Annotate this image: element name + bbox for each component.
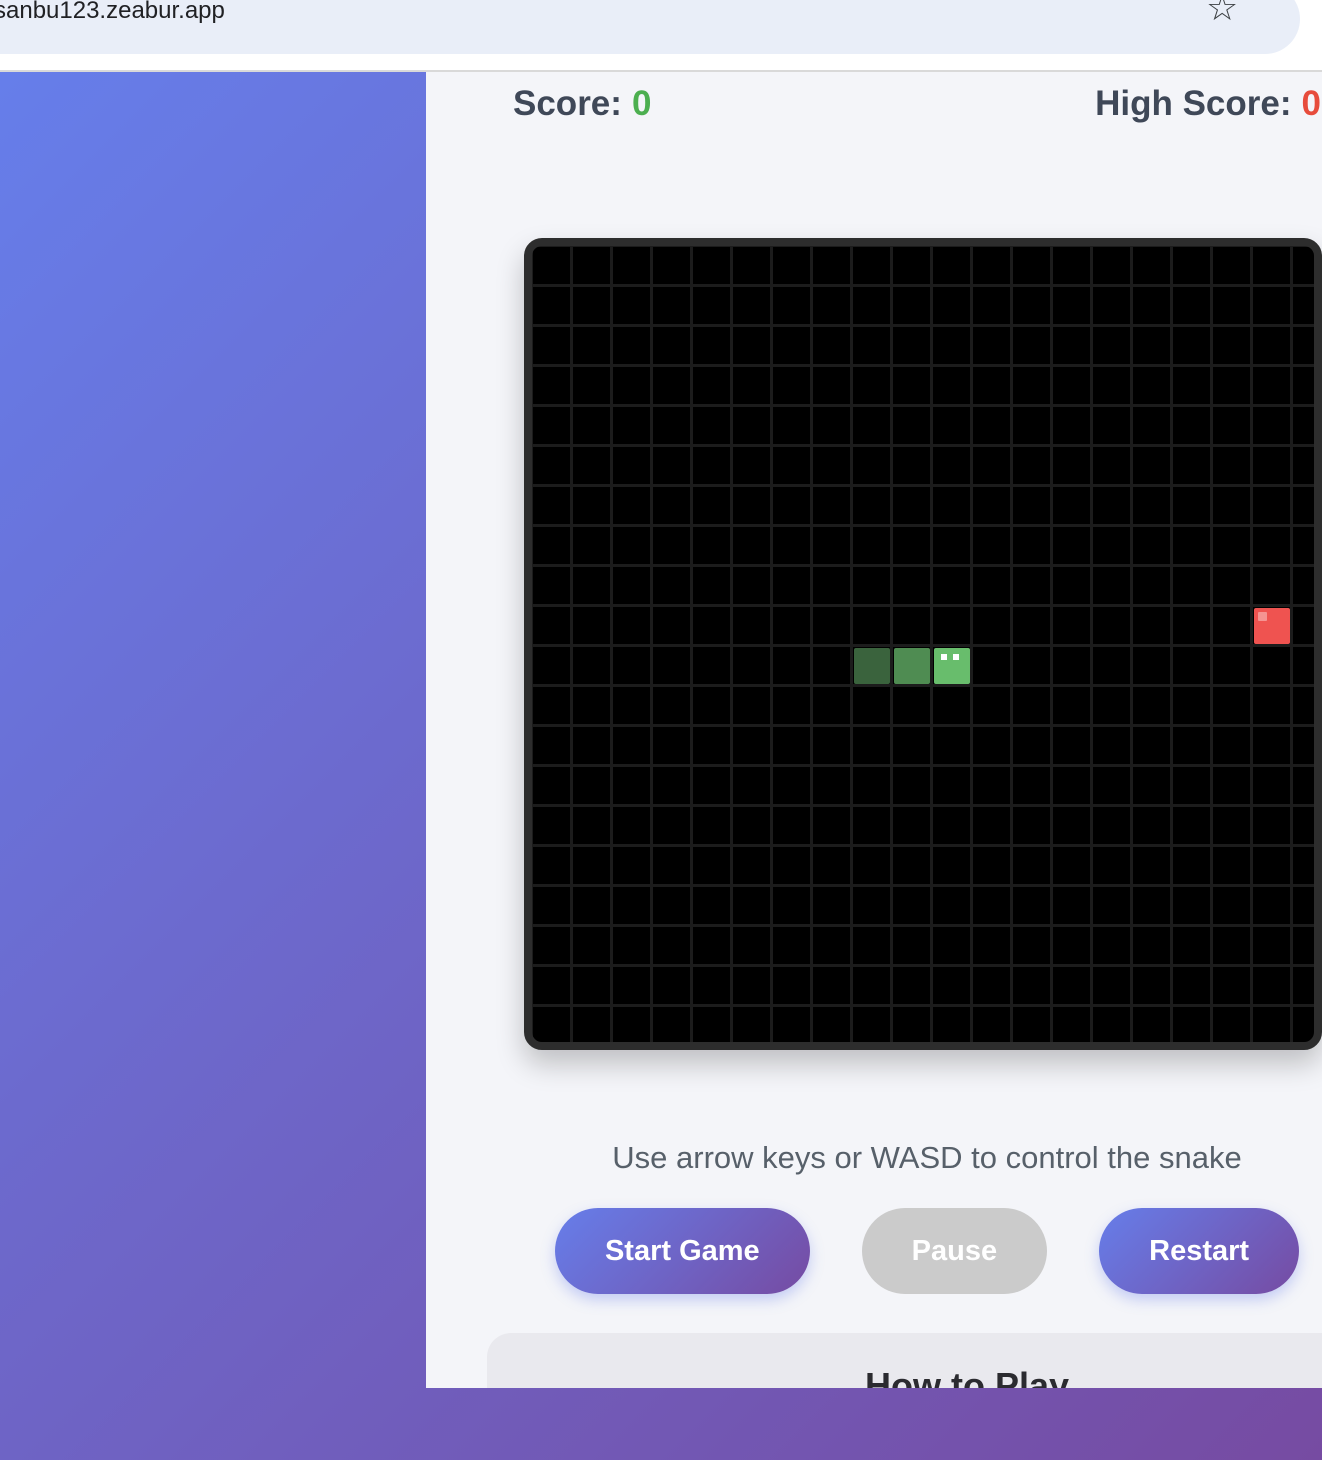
- game-controls: Start Game Pause Restart: [479, 1208, 1322, 1294]
- snake-head: [934, 648, 970, 684]
- how-to-play-card: How to Play: [487, 1333, 1322, 1388]
- pause-button[interactable]: Pause: [861, 1208, 1048, 1294]
- start-game-button[interactable]: Start Game: [554, 1208, 810, 1294]
- food-highlight: [1258, 612, 1267, 621]
- game-board[interactable]: [524, 238, 1322, 1050]
- high-score-display: High Score: 0: [1095, 84, 1322, 124]
- restart-button[interactable]: Restart: [1099, 1208, 1300, 1294]
- score-label: Score:: [513, 84, 622, 123]
- scoreboard: Score: 0 High Score: 0: [513, 84, 1322, 124]
- high-score-label: High Score:: [1095, 84, 1292, 123]
- address-bar[interactable]: S sanbu123.zeabur.app ☆: [0, 0, 1300, 54]
- high-score-value: 0: [1301, 84, 1321, 123]
- browser-chrome: S sanbu123.zeabur.app ☆: [0, 0, 1322, 72]
- bookmark-star-icon[interactable]: ☆: [1206, 0, 1239, 28]
- snake-eye: [953, 654, 959, 660]
- snake-eye: [941, 654, 947, 660]
- how-to-play-title: How to Play: [864, 1365, 1070, 1388]
- snake-segment: [894, 648, 930, 684]
- food: [1254, 608, 1290, 644]
- url-text[interactable]: sanbu123.zeabur.app: [0, 0, 225, 24]
- score-display: Score: 0: [513, 84, 661, 124]
- game-panel: Snake Game Score:0 High Score:0 Use arro…: [426, 0, 1322, 1388]
- instructions-text: Use arrow keys or WASD to control the sn…: [612, 1140, 1242, 1175]
- score-value: 0: [631, 84, 652, 123]
- snake-segment: [854, 648, 890, 684]
